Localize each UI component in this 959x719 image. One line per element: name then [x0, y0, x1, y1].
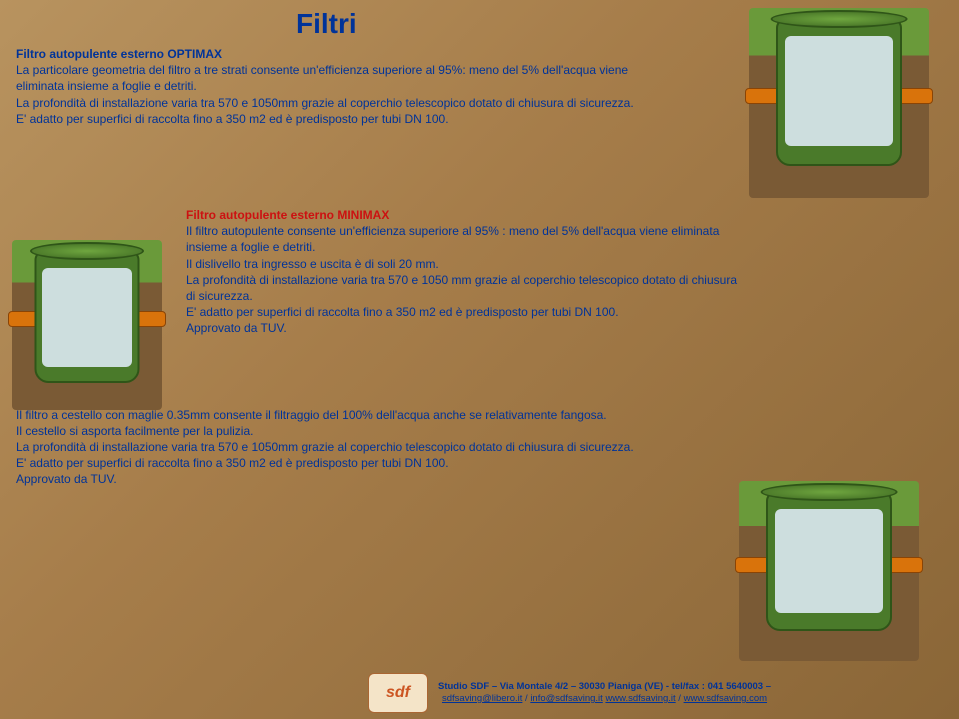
- minimax-illustration: [12, 240, 162, 410]
- minimax-heading: Filtro autopulente esterno MINIMAX: [186, 207, 746, 223]
- universale-illustration: [739, 481, 919, 661]
- footer: sdf Studio SDF – Via Montale 4/2 – 30030…: [0, 673, 959, 713]
- optimax-body: La particolare geometria del filtro a tr…: [16, 62, 636, 127]
- universale-body: Il filtro a cestello con maglie 0.35mm c…: [16, 407, 666, 488]
- footer-text: Studio SDF – Via Montale 4/2 – 30030 Pia…: [438, 681, 771, 706]
- optimax-illustration: [749, 8, 929, 198]
- sdf-logo: sdf: [368, 673, 428, 713]
- section-minimax: Filtro autopulente esterno MINIMAX Il fi…: [186, 207, 746, 337]
- minimax-body: Il filtro autopulente consente un'effici…: [186, 223, 746, 336]
- footer-link2[interactable]: www.sdfsaving.com: [684, 693, 767, 704]
- optimax-heading: Filtro autopulente esterno OPTIMAX: [16, 46, 636, 62]
- footer-line1: Studio SDF – Via Montale 4/2 – 30030 Pia…: [438, 681, 771, 692]
- footer-email1[interactable]: sdfsaving@libero.it: [442, 693, 522, 704]
- section-optimax: Filtro autopulente esterno OPTIMAX La pa…: [16, 46, 636, 127]
- footer-link1[interactable]: www.sdfsaving.it: [605, 693, 675, 704]
- footer-email2[interactable]: info@sdfsaving.it: [530, 693, 602, 704]
